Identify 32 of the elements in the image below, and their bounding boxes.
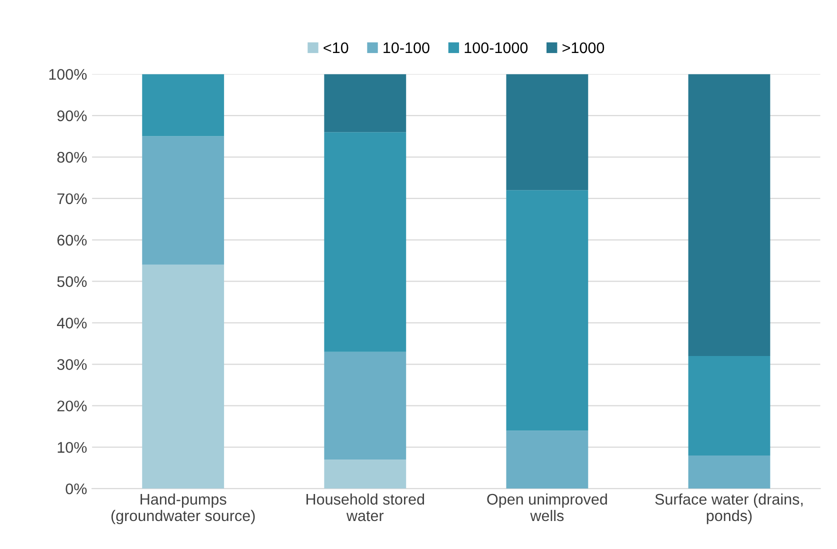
bar — [688, 74, 770, 356]
bar — [142, 264, 224, 489]
bar — [142, 136, 224, 265]
bar — [506, 74, 588, 190]
y-tick-label: 60% — [57, 234, 87, 246]
bar — [506, 430, 588, 489]
y-tick-label: 10% — [58, 442, 87, 453]
bar — [324, 460, 406, 489]
y-tick-label: 90% — [57, 110, 87, 122]
y-tick-label: 0% — [66, 483, 87, 494]
legend-label: <10 — [324, 42, 348, 54]
x-tick-label: Open unimproved wells — [487, 493, 607, 522]
y-tick-label: 100% — [49, 68, 87, 80]
y-tick-label: 80% — [57, 152, 87, 163]
legend-label: 10-100 — [384, 42, 430, 54]
y-tick-label: 70% — [57, 193, 87, 204]
bar — [688, 455, 770, 489]
y-tick-label: 50% — [57, 276, 87, 288]
x-tick-label: Hand-pumps (groundwater source) — [111, 493, 255, 524]
legend-label: 100-1000 — [464, 42, 528, 54]
bar — [688, 356, 770, 456]
bar — [324, 132, 406, 352]
bar — [324, 352, 406, 460]
legend-label: >1000 — [562, 42, 604, 54]
x-tick-label: Surface water (drains, ponds) — [655, 493, 803, 524]
bar — [142, 74, 224, 136]
bar — [506, 190, 588, 431]
x-tick-label: Household stored water — [306, 493, 424, 522]
bar — [324, 74, 406, 132]
y-tick-label: 30% — [57, 359, 87, 370]
y-tick-label: 20% — [57, 400, 87, 412]
y-tick-label: 40% — [56, 318, 87, 328]
